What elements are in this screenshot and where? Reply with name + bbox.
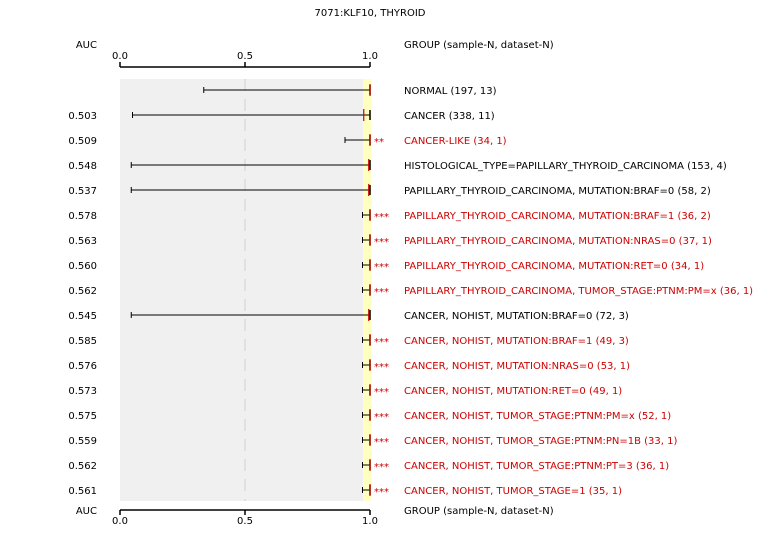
row-significance-stars: *** bbox=[374, 212, 389, 223]
row-significance-stars: *** bbox=[374, 437, 389, 448]
row-group-label: CANCER, NOHIST, TUMOR_STAGE:PTNM:PM=x (5… bbox=[404, 411, 671, 422]
row-significance-stars: *** bbox=[374, 487, 389, 498]
row-group-label: CANCER, NOHIST, TUMOR_STAGE:PTNM:PN=1B (… bbox=[404, 436, 677, 447]
row-auc-value: 0.576 bbox=[68, 361, 97, 372]
forest-row: NORMAL (197, 13) bbox=[203, 84, 497, 97]
row-auc-value: 0.560 bbox=[68, 261, 97, 272]
forest-row: 0.576 *** CANCER, NOHIST, MUTATION:NRAS=0 … bbox=[68, 359, 630, 373]
chart-title: 7071:KLF10, THYROID bbox=[315, 8, 426, 19]
row-group-label: CANCER, NOHIST, MUTATION:BRAF=1 (49, 3) bbox=[404, 336, 629, 347]
row-group-label: PAPILLARY_THYROID_CARCINOMA, TUMOR_STAGE… bbox=[404, 286, 753, 297]
row-auc-value: 0.503 bbox=[68, 111, 97, 122]
row-group-label: PAPILLARY_THYROID_CARCINOMA, MUTATION:BR… bbox=[404, 186, 711, 197]
row-significance-stars: *** bbox=[374, 462, 389, 473]
row-auc-value: 0.562 bbox=[68, 461, 97, 472]
row-group-label: CANCER, NOHIST, TUMOR_STAGE=1 (35, 1) bbox=[404, 486, 622, 497]
top-tick-label: 1.0 bbox=[362, 51, 378, 62]
forest-row: 0.562 *** CANCER, NOHIST, TUMOR_STAGE:PTNM… bbox=[68, 459, 669, 473]
bottom-group-header: GROUP (sample-N, dataset-N) bbox=[404, 506, 554, 517]
forest-row: 0.503 CANCER (338, 11) bbox=[68, 109, 495, 122]
row-auc-value: 0.562 bbox=[68, 286, 97, 297]
rows-layer: NORMAL (197, 13)0.503 CANCER (338, 11)0.5… bbox=[68, 84, 753, 498]
top-auc-label: AUC bbox=[76, 40, 97, 51]
forest-row: 0.545 CANCER, NOHIST, MUTATION:BRAF=0 (72… bbox=[68, 309, 629, 322]
forest-row: 0.578 *** PAPILLARY_THYROID_CARCINOMA, MUT… bbox=[68, 209, 711, 223]
row-group-label: HISTOLOGICAL_TYPE=PAPILLARY_THYROID_CARC… bbox=[404, 161, 727, 172]
row-group-label: CANCER (338, 11) bbox=[404, 111, 495, 122]
row-significance-stars: *** bbox=[374, 337, 389, 348]
row-auc-value: 0.561 bbox=[68, 486, 97, 497]
row-group-label: CANCER, NOHIST, MUTATION:NRAS=0 (53, 1) bbox=[404, 361, 630, 372]
bottom-tick-label: 1.0 bbox=[362, 516, 378, 527]
row-significance-stars: *** bbox=[374, 362, 389, 373]
forest-row: 0.562 *** PAPILLARY_THYROID_CARCINOMA, TUM… bbox=[68, 284, 753, 298]
bottom-auc-label: AUC bbox=[76, 506, 97, 517]
forest-row: 0.585 *** CANCER, NOHIST, MUTATION:BRAF=1 … bbox=[68, 334, 629, 348]
forest-row: 0.575 *** CANCER, NOHIST, TUMOR_STAGE:PTNM… bbox=[68, 409, 671, 423]
forest-row: 0.560 *** PAPILLARY_THYROID_CARCINOMA, MUT… bbox=[68, 259, 704, 273]
forest-row: 0.563 *** PAPILLARY_THYROID_CARCINOMA, MUT… bbox=[68, 234, 712, 248]
row-auc-value: 0.585 bbox=[68, 336, 97, 347]
top-tick-label: 0.0 bbox=[112, 51, 128, 62]
row-auc-value: 0.573 bbox=[68, 386, 97, 397]
row-auc-value: 0.545 bbox=[68, 311, 97, 322]
row-significance-stars: *** bbox=[374, 412, 389, 423]
row-significance-stars: *** bbox=[374, 387, 389, 398]
bottom-tick-label: 0.0 bbox=[112, 516, 128, 527]
row-group-label: CANCER, NOHIST, MUTATION:RET=0 (49, 1) bbox=[404, 386, 622, 397]
row-group-label: NORMAL (197, 13) bbox=[404, 86, 497, 97]
row-group-label: CANCER-LIKE (34, 1) bbox=[404, 136, 507, 147]
row-auc-value: 0.575 bbox=[68, 411, 97, 422]
forest-row: 0.561 *** CANCER, NOHIST, TUMOR_STAGE=1 (3… bbox=[68, 484, 622, 498]
top-axis: 0.0 0.5 1.0 bbox=[112, 51, 378, 68]
row-auc-value: 0.548 bbox=[68, 161, 97, 172]
top-tick-label: 0.5 bbox=[237, 51, 253, 62]
row-auc-value: 0.563 bbox=[68, 236, 97, 247]
row-significance-stars: *** bbox=[374, 287, 389, 298]
forest-row: 0.537 PAPILLARY_THYROID_CARCINOMA, MUTATI… bbox=[68, 184, 711, 197]
top-group-header: GROUP (sample-N, dataset-N) bbox=[404, 40, 554, 51]
forest-row: 0.559 *** CANCER, NOHIST, TUMOR_STAGE:PTNM… bbox=[68, 434, 677, 448]
forest-row: 0.548 HISTOLOGICAL_TYPE=PAPILLARY_THYROID… bbox=[68, 159, 727, 172]
row-significance-stars: *** bbox=[374, 237, 389, 248]
row-significance-stars: *** bbox=[374, 262, 389, 273]
row-auc-value: 0.578 bbox=[68, 211, 97, 222]
bottom-axis: 0.0 0.5 1.0 bbox=[112, 509, 378, 527]
row-group-label: PAPILLARY_THYROID_CARCINOMA, MUTATION:RE… bbox=[404, 261, 704, 272]
row-auc-value: 0.537 bbox=[68, 186, 97, 197]
row-auc-value: 0.509 bbox=[68, 136, 97, 147]
row-group-label: PAPILLARY_THYROID_CARCINOMA, MUTATION:NR… bbox=[404, 236, 712, 247]
forest-row: 0.509 ** CANCER-LIKE (34, 1) bbox=[68, 134, 507, 148]
row-group-label: PAPILLARY_THYROID_CARCINOMA, MUTATION:BR… bbox=[404, 211, 711, 222]
row-group-label: CANCER, NOHIST, TUMOR_STAGE:PTNM:PT=3 (3… bbox=[404, 461, 669, 472]
bottom-tick-label: 0.5 bbox=[237, 516, 253, 527]
forest-row: 0.573 *** CANCER, NOHIST, MUTATION:RET=0 (… bbox=[68, 384, 622, 398]
row-group-label: CANCER, NOHIST, MUTATION:BRAF=0 (72, 3) bbox=[404, 311, 629, 322]
row-significance-stars: ** bbox=[374, 137, 384, 148]
row-auc-value: 0.559 bbox=[68, 436, 97, 447]
